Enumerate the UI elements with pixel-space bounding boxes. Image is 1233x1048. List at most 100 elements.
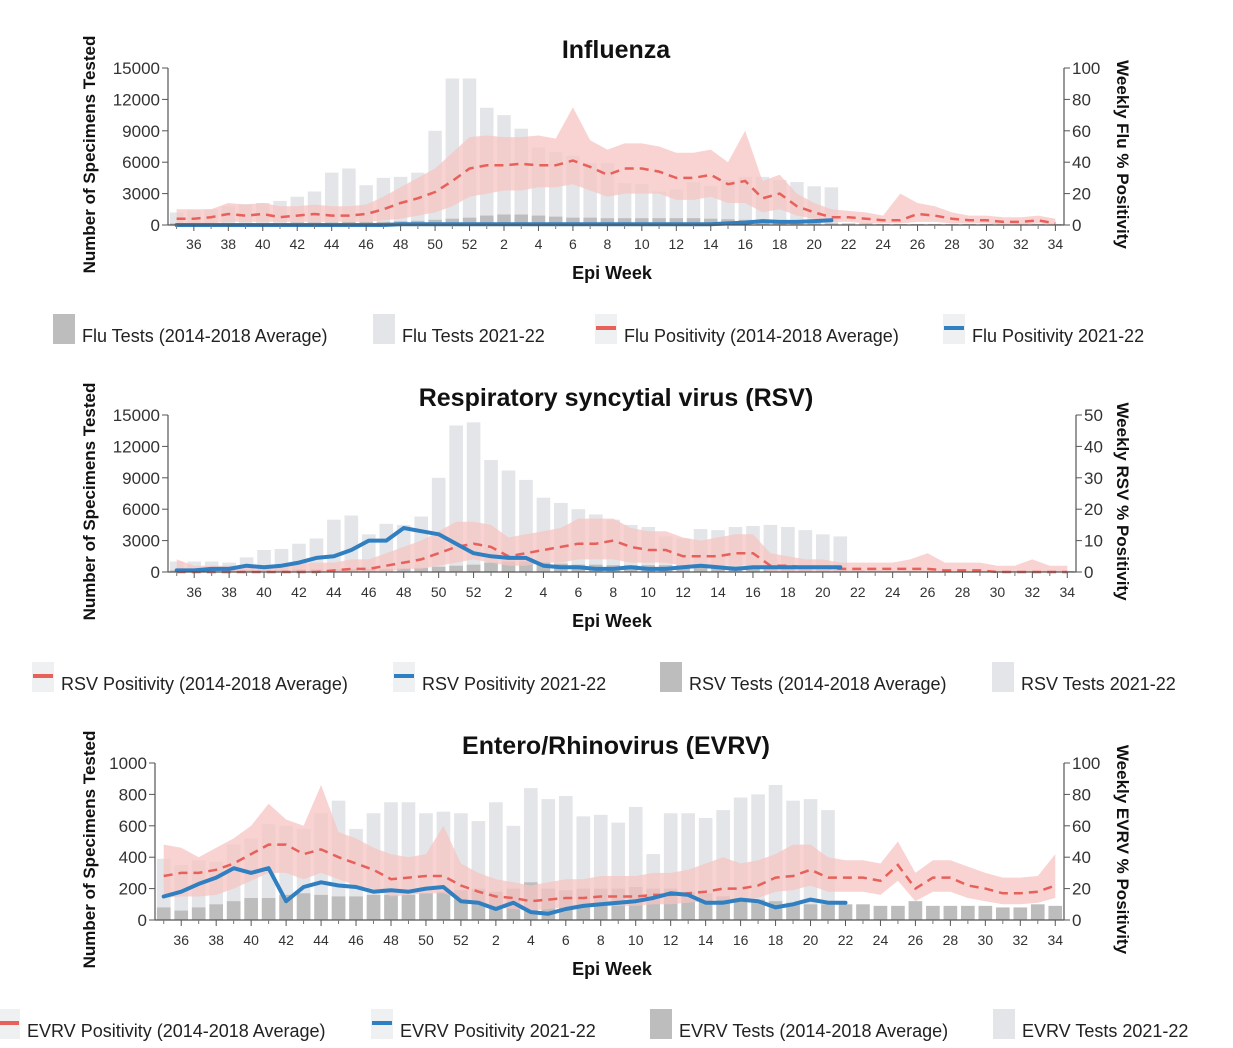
tests-average-bar xyxy=(669,218,684,225)
x-axis-title: Epi Week xyxy=(572,959,653,979)
left-tick-label: 15000 xyxy=(113,59,160,78)
left-tick-label: 0 xyxy=(151,216,160,235)
x-tick-label: 48 xyxy=(396,584,412,600)
tests-current-bar xyxy=(344,515,359,572)
tests-average-bar xyxy=(449,565,463,572)
tests-average-bar xyxy=(174,910,189,920)
legend-label: Flu Tests 2021-22 xyxy=(402,326,545,346)
tests-average-bar xyxy=(497,214,511,225)
x-tick-label: 2 xyxy=(505,584,513,600)
positivity-current-line xyxy=(161,866,848,916)
left-tick-label: 1000 xyxy=(109,754,147,773)
x-tick-label: 14 xyxy=(710,584,726,600)
tests-average-bar xyxy=(704,218,718,225)
left-tick-label: 400 xyxy=(119,848,147,867)
tests-average-bar xyxy=(943,905,958,920)
x-tick-label: 6 xyxy=(569,236,577,252)
x-tick-label: 38 xyxy=(208,932,224,948)
left-tick-label: 3000 xyxy=(122,532,160,551)
right-tick-label: 0 xyxy=(1072,911,1081,930)
x-tick-label: 32 xyxy=(1025,584,1041,600)
right-tick-label: 100 xyxy=(1072,754,1100,773)
x-axis-title: Epi Week xyxy=(572,263,653,283)
tests-average-bar xyxy=(1030,904,1045,920)
left-tick-label: 6000 xyxy=(122,500,160,519)
right-tick-label: 0 xyxy=(1072,216,1081,235)
x-tick-label: 30 xyxy=(990,584,1006,600)
tests-average-bar xyxy=(838,904,853,920)
tests-average-bar xyxy=(519,561,533,572)
x-tick-label: 12 xyxy=(675,584,691,600)
tests-average-bar xyxy=(480,215,494,225)
tests-average-bar xyxy=(824,223,839,225)
x-tick-label: 6 xyxy=(562,932,570,948)
right-tick-label: 80 xyxy=(1072,90,1091,109)
x-tick-label: 28 xyxy=(944,236,960,252)
right-tick-label: 60 xyxy=(1072,122,1091,141)
positivity-average-line xyxy=(163,843,1056,903)
x-tick-label: 16 xyxy=(737,236,753,252)
left-tick-label: 0 xyxy=(151,563,160,582)
legend-label: Flu Positivity 2021-22 xyxy=(972,326,1144,346)
tests-average-bar xyxy=(961,905,975,920)
x-tick-label: 34 xyxy=(1047,932,1063,948)
x-tick-label: 52 xyxy=(462,236,478,252)
right-tick-label: 60 xyxy=(1072,817,1091,836)
x-tick-label: 12 xyxy=(669,236,685,252)
left-tick-label: 600 xyxy=(119,817,147,836)
right-axis-title: Weekly Flu % Positivity xyxy=(1113,60,1132,249)
left-tick-label: 15000 xyxy=(113,406,160,425)
left-axis-title: Number of Specimens Tested xyxy=(80,731,99,969)
x-tick-label: 18 xyxy=(780,584,796,600)
legend-label: Flu Positivity (2014-2018 Average) xyxy=(624,326,899,346)
tests-average-bar xyxy=(366,894,381,920)
x-tick-label: 22 xyxy=(841,236,857,252)
x-tick-label: 18 xyxy=(772,236,788,252)
tests-average-bar xyxy=(807,222,821,225)
legend-label: EVRV Tests 2021-22 xyxy=(1022,1021,1188,1041)
tests-average-bar xyxy=(419,893,433,920)
tests-average-bar xyxy=(531,215,546,225)
x-tick-label: 18 xyxy=(768,932,784,948)
x-tick-label: 44 xyxy=(313,932,329,948)
tests-current-bar xyxy=(652,191,666,225)
legend-swatch-bar xyxy=(650,1009,672,1039)
tests-average-bar xyxy=(786,902,800,920)
x-tick-label: 42 xyxy=(278,932,294,948)
legend-swatch-bar xyxy=(53,314,75,344)
tests-average-bar xyxy=(396,568,411,572)
left-tick-label: 3000 xyxy=(122,185,160,204)
x-tick-label: 24 xyxy=(885,584,901,600)
x-tick-label: 34 xyxy=(1059,584,1075,600)
right-tick-label: 50 xyxy=(1084,406,1103,425)
tests-average-bar xyxy=(856,904,870,920)
left-tick-label: 6000 xyxy=(122,153,160,172)
tests-average-bar xyxy=(261,898,276,920)
chart-panel-3: Entero/Rhinovirus (EVRV)0200400600800100… xyxy=(0,731,1188,1041)
positivity-average-line xyxy=(176,159,1056,225)
chart-legend: Flu Tests (2014-2018 Average) Flu Tests 2… xyxy=(53,314,1144,346)
right-tick-label: 20 xyxy=(1084,500,1103,519)
chart-title: Influenza xyxy=(562,36,671,64)
positivity-range-band xyxy=(176,518,1068,572)
x-tick-label: 4 xyxy=(527,932,535,948)
right-tick-label: 0 xyxy=(1084,563,1093,582)
tests-average-bar xyxy=(652,218,666,225)
left-tick-label: 800 xyxy=(119,785,147,804)
right-tick-label: 40 xyxy=(1084,437,1103,456)
left-axis-title: Number of Specimens Tested xyxy=(80,383,99,621)
legend-swatch-bar xyxy=(660,662,682,692)
x-tick-label: 42 xyxy=(289,236,305,252)
right-tick-label: 10 xyxy=(1084,532,1103,551)
tests-average-bar xyxy=(244,898,258,920)
tests-average-bar xyxy=(583,217,597,225)
x-tick-label: 2 xyxy=(492,932,500,948)
x-tick-label: 22 xyxy=(838,932,854,948)
x-tick-label: 38 xyxy=(221,236,237,252)
left-tick-label: 9000 xyxy=(122,469,160,488)
tests-average-bar xyxy=(331,896,346,920)
x-tick-label: 22 xyxy=(850,584,866,600)
chart-legend: RSV Positivity (2014-2018 Average) RSV Po… xyxy=(32,662,1176,694)
tests-average-bar xyxy=(279,894,293,920)
x-tick-label: 44 xyxy=(326,584,342,600)
